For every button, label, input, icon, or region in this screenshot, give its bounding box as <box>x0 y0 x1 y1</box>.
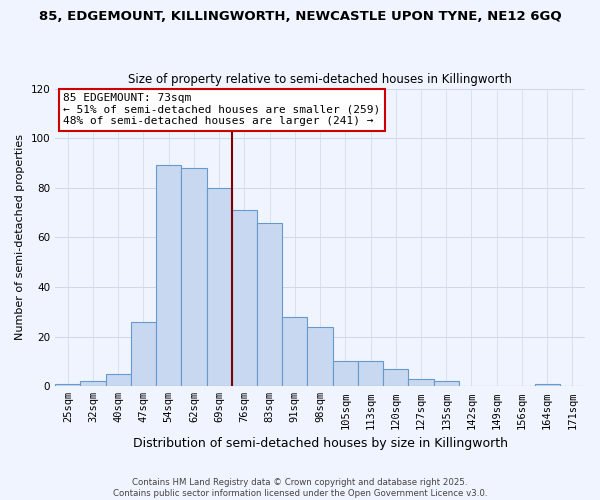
Bar <box>358 362 383 386</box>
Bar <box>106 374 131 386</box>
Bar <box>434 382 459 386</box>
Bar <box>409 379 434 386</box>
Bar <box>232 210 257 386</box>
Bar <box>332 362 358 386</box>
X-axis label: Distribution of semi-detached houses by size in Killingworth: Distribution of semi-detached houses by … <box>133 437 508 450</box>
Bar <box>206 188 232 386</box>
Y-axis label: Number of semi-detached properties: Number of semi-detached properties <box>15 134 25 340</box>
Bar <box>55 384 80 386</box>
Text: Contains HM Land Registry data © Crown copyright and database right 2025.
Contai: Contains HM Land Registry data © Crown c… <box>113 478 487 498</box>
Bar <box>307 327 332 386</box>
Title: Size of property relative to semi-detached houses in Killingworth: Size of property relative to semi-detach… <box>128 73 512 86</box>
Text: 85, EDGEMOUNT, KILLINGWORTH, NEWCASTLE UPON TYNE, NE12 6GQ: 85, EDGEMOUNT, KILLINGWORTH, NEWCASTLE U… <box>38 10 562 23</box>
Bar <box>535 384 560 386</box>
Bar <box>257 222 282 386</box>
Bar <box>131 322 156 386</box>
Text: 85 EDGEMOUNT: 73sqm
← 51% of semi-detached houses are smaller (259)
48% of semi-: 85 EDGEMOUNT: 73sqm ← 51% of semi-detach… <box>63 93 380 126</box>
Bar <box>383 369 409 386</box>
Bar <box>181 168 206 386</box>
Bar <box>156 166 181 386</box>
Bar <box>282 317 307 386</box>
Bar <box>80 382 106 386</box>
